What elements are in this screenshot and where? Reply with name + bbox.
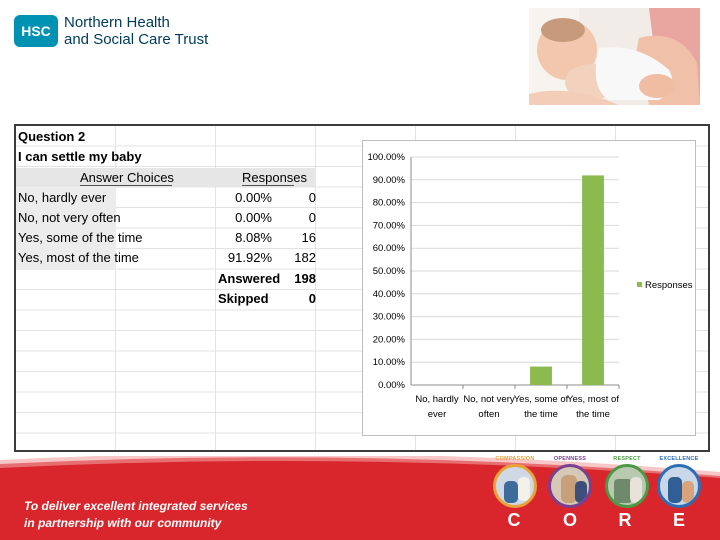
legend-label: Responses [645, 280, 693, 291]
header-underline [80, 185, 172, 186]
core-letter: O [562, 510, 577, 530]
x-tick-label: Yes, most of [567, 394, 619, 405]
chart-bar [582, 175, 604, 385]
tagline-line2: in partnership with our community [24, 516, 222, 530]
core-value-label: EXCELLENCE [659, 456, 699, 462]
core-value-label: RESPECT [613, 456, 641, 462]
answer-choice: No, not very often [18, 210, 121, 225]
response-count: 182 [294, 250, 316, 265]
core-value-excellence: EXCELLENCE [653, 456, 705, 508]
spreadsheet: Question 2 I can settle my baby Answer C… [14, 124, 710, 452]
legend-swatch [637, 282, 642, 287]
x-tick-label: the time [524, 409, 558, 420]
response-count: 0 [308, 190, 316, 205]
core-value-label: OPENNESS [553, 456, 587, 462]
core-value-openness: OPENNESS [544, 456, 596, 508]
core-letter: R [618, 510, 632, 530]
y-tick-label: 30.00% [373, 312, 406, 323]
y-tick-label: 50.00% [373, 266, 406, 277]
x-tick-label: No, not very [463, 394, 514, 405]
answer-choice: No, hardly ever [18, 190, 107, 205]
answer-choices-band [16, 188, 116, 270]
organisation-name-line1: Northern Health [64, 14, 170, 31]
x-tick-label: often [478, 409, 499, 420]
response-percent: 91.92% [227, 250, 272, 265]
core-letter: E [672, 510, 685, 530]
core-value-compassion: COMPASSION [489, 456, 541, 508]
y-tick-label: 80.00% [373, 198, 406, 209]
answered-label: Answered [218, 271, 281, 286]
hsc-logo-mark: HSC [14, 15, 58, 47]
x-tick-label: the time [576, 409, 610, 420]
x-tick-label: Yes, some of [514, 394, 569, 405]
core-value-photo [605, 464, 649, 508]
baby-photo-illustration [529, 8, 700, 105]
footer-swoosh [0, 456, 720, 540]
answer-choice: Yes, most of the time [18, 250, 139, 265]
core-value-photo [548, 464, 592, 508]
core-value-photo [657, 464, 701, 508]
responses-chart-svg: 0.00% 10.00% 20.00% 30.00% 40.00% 50.00% 60.00… [367, 152, 693, 420]
skipped-label: Skipped [218, 291, 269, 306]
header-underline [242, 185, 294, 186]
response-count: 0 [308, 210, 316, 225]
y-tick-label: 40.00% [373, 289, 406, 300]
core-value-respect: RESPECT [601, 456, 653, 508]
column-header-answer-choices: Answer Choices [80, 170, 174, 185]
answer-choice: Yes, some of the time [18, 230, 143, 245]
tagline-line1: To deliver excellent integrated services [24, 499, 248, 513]
y-tick-label: 90.00% [373, 175, 406, 186]
chart-bar [530, 366, 552, 385]
core-letter: C [507, 510, 521, 530]
question-statement: I can settle my baby [18, 149, 142, 164]
y-tick-label: 0.00% [378, 380, 405, 391]
y-tick-label: 70.00% [373, 220, 406, 231]
column-header-responses: Responses [242, 170, 308, 185]
y-tick-label: 60.00% [373, 243, 406, 254]
responses-chart: 0.00% 10.00% 20.00% 30.00% 40.00% 50.00% 60.00… [362, 140, 696, 436]
question-title: Question 2 [18, 129, 86, 144]
core-value-label: COMPASSION [495, 456, 535, 462]
skipped-value: 0 [308, 291, 316, 306]
response-percent: 0.00% [235, 210, 272, 225]
y-tick-label: 20.00% [373, 334, 406, 345]
hsc-logo: HSC Northern Health and Social Care Trus… [14, 14, 208, 48]
core-value-photo [493, 464, 537, 508]
table-header-band [16, 168, 316, 187]
y-tick-label: 100.00% [367, 152, 405, 163]
response-percent: 8.08% [235, 230, 272, 245]
answered-value: 198 [294, 271, 316, 286]
response-percent: 0.00% [235, 190, 272, 205]
organisation-name-line2: and Social Care Trust [64, 31, 209, 48]
y-tick-label: 10.00% [373, 357, 406, 368]
baby-photo [529, 8, 700, 105]
footer-band [0, 456, 720, 540]
response-count: 16 [301, 230, 316, 245]
organisation-name: Northern Health and Social Care Trust [64, 14, 208, 48]
trust-tagline: To deliver excellent integrated services… [24, 498, 248, 532]
x-tick-label: No, hardly [415, 394, 459, 405]
x-tick-label: ever [428, 409, 446, 420]
